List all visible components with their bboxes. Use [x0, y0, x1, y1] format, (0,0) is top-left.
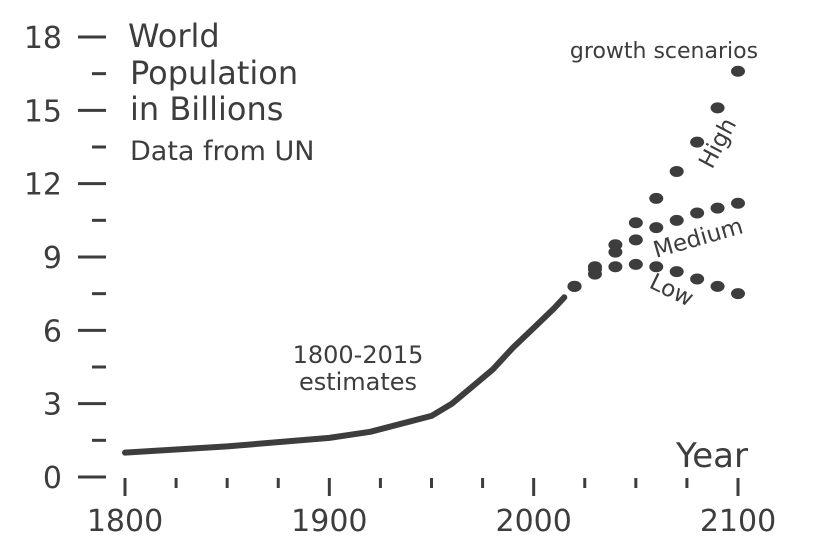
series-point-medium: [608, 246, 623, 258]
series-point-low: [669, 266, 684, 278]
series-label-low: Low: [645, 269, 697, 312]
series-point-low: [649, 261, 664, 273]
series-point-medium: [690, 207, 705, 219]
estimates-label-1: 1800-2015: [293, 341, 424, 369]
series-point-low: [710, 280, 725, 292]
series-point-medium: [731, 197, 745, 209]
series-point-high: [628, 217, 643, 229]
x-tick-label: 1800: [87, 504, 163, 539]
series-label-medium: Medium: [650, 213, 746, 263]
series-point-low: [690, 273, 705, 285]
series-point-high: [731, 65, 745, 77]
y-tick-label: 0: [43, 461, 62, 496]
series-point-high: [690, 136, 705, 148]
series-point-medium: [649, 222, 664, 234]
y-tick-label: 12: [24, 168, 62, 203]
y-tick-label: 9: [43, 241, 62, 276]
series-point-medium: [628, 234, 643, 246]
estimates-label-2: estimates: [299, 368, 417, 396]
y-tick-label: 18: [24, 21, 62, 56]
series-line-1800-2015-estimates: [122, 294, 568, 456]
series-marks: [122, 65, 745, 456]
title-line-2: Population: [130, 54, 298, 92]
y-tick-label: 15: [24, 94, 62, 129]
x-tick-label: 2100: [700, 504, 776, 539]
series-point-low: [608, 261, 623, 273]
title-line-3: in Billions: [130, 90, 283, 128]
x-tick-label: 2000: [495, 504, 571, 539]
series-point-low: [587, 268, 602, 280]
series-point-low: [731, 288, 745, 300]
series-point-high: [710, 102, 725, 114]
x-tick-label: 1900: [291, 504, 367, 539]
y-tick-label: 3: [43, 388, 62, 423]
scenarios-label: growth scenarios: [570, 39, 758, 64]
series-point-high: [649, 192, 664, 204]
series-point-medium: [669, 214, 684, 226]
title-line-1: World: [128, 17, 220, 55]
series-point-low: [567, 280, 582, 292]
series-point-medium: [710, 202, 725, 214]
y-tick-label: 6: [43, 314, 62, 349]
title-line-4: Data from UN: [130, 136, 314, 167]
axes: 0 3 6 9 12 15 18 1800 1900 2000 2100: [24, 21, 776, 539]
x-axis-label: Year: [675, 436, 748, 476]
series-point-low: [628, 258, 643, 270]
series-point-high: [669, 165, 684, 177]
